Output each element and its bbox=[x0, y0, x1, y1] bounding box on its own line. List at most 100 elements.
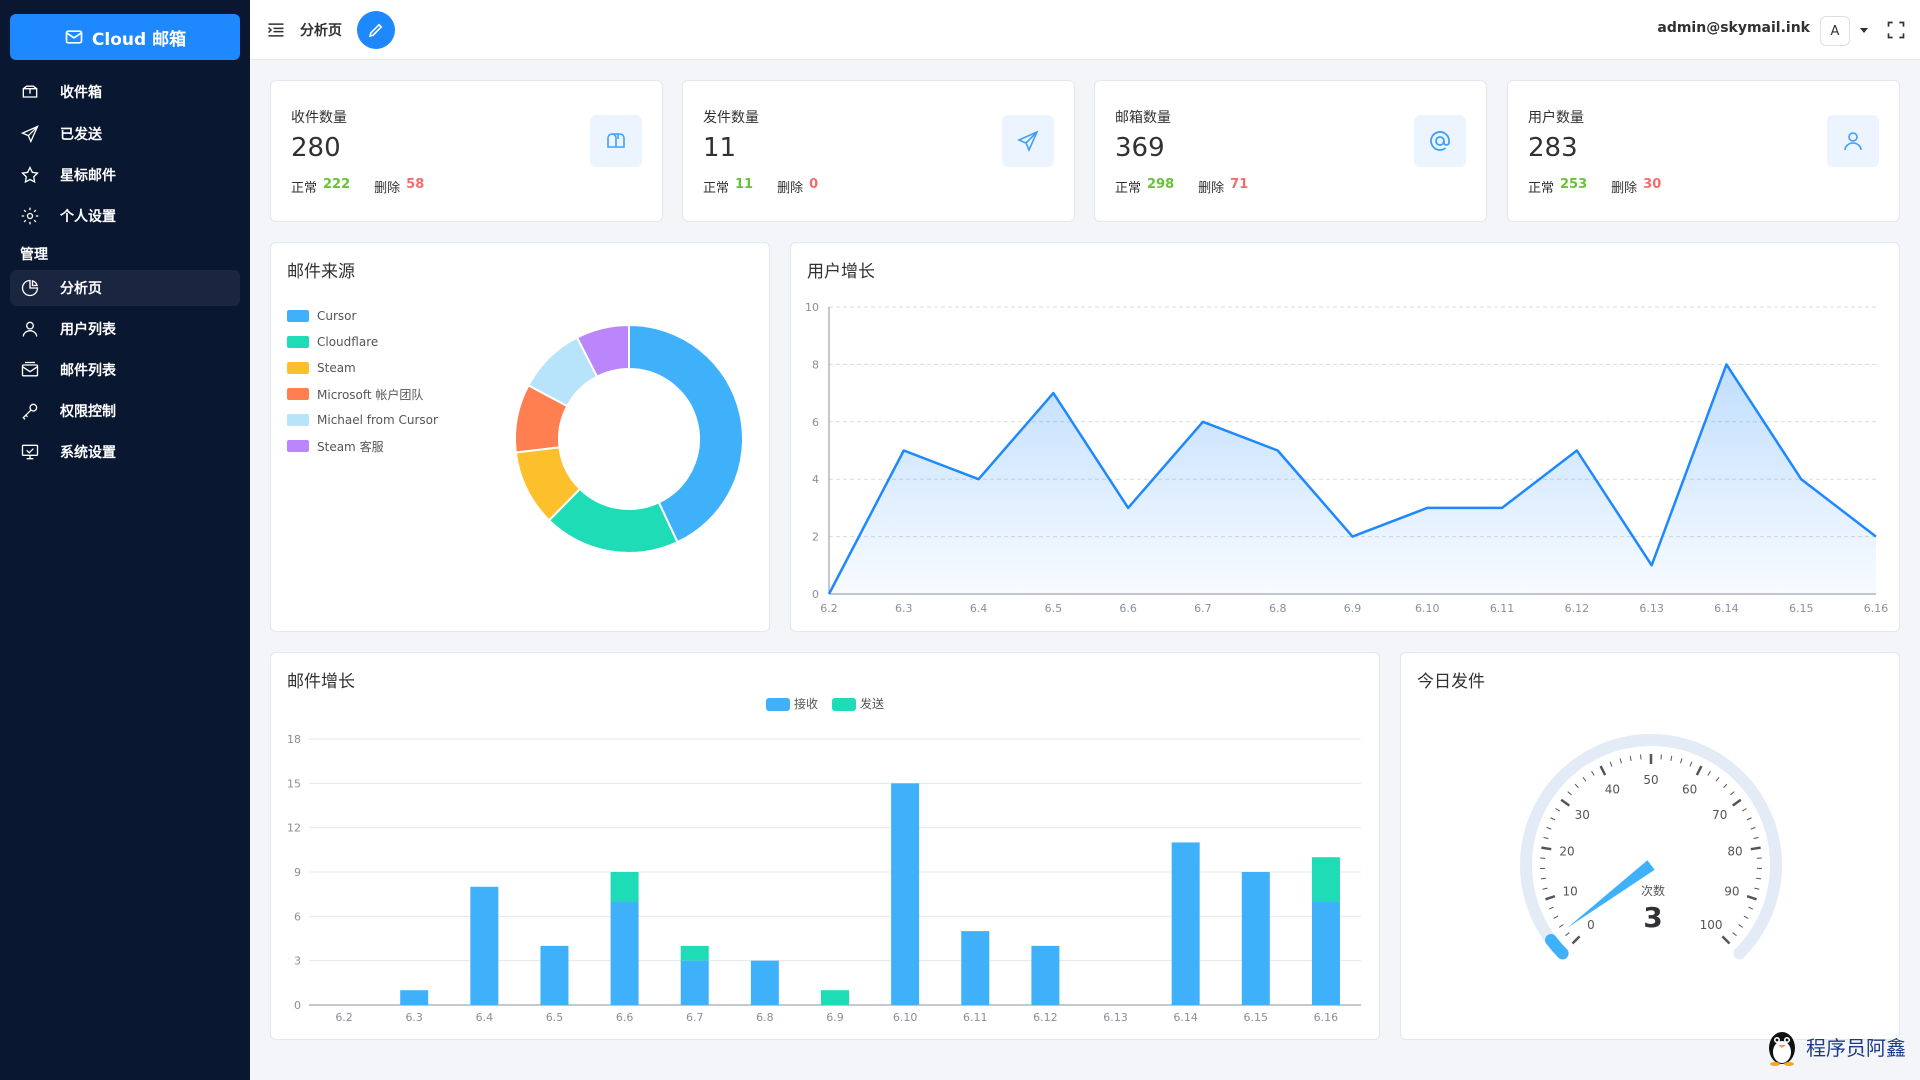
x-tick-label: 6.10 bbox=[1415, 602, 1440, 615]
stat-sub: 正常 298 删除 71 bbox=[1115, 177, 1248, 196]
x-tick-label: 6.6 bbox=[1119, 602, 1137, 615]
bar-received[interactable] bbox=[470, 886, 499, 1005]
deleted-count: 71 bbox=[1230, 177, 1249, 192]
bar-sent[interactable] bbox=[680, 945, 709, 961]
gauge-tick bbox=[1582, 776, 1587, 782]
bar-received[interactable] bbox=[1171, 842, 1200, 1005]
y-tick-label: 15 bbox=[287, 777, 301, 790]
gauge-label: 次数 bbox=[1641, 883, 1665, 898]
bar-received[interactable] bbox=[1241, 872, 1270, 1005]
bar-received[interactable] bbox=[1311, 901, 1340, 1005]
sidebar-item-settings[interactable]: 个人设置 bbox=[10, 198, 240, 234]
gauge-pointer bbox=[1567, 860, 1655, 929]
legend-item[interactable]: Cloudflare bbox=[287, 329, 438, 355]
area-fill bbox=[829, 364, 1876, 594]
y-tick-label: 4 bbox=[812, 473, 819, 486]
stat-sub: 正常 11 删除 0 bbox=[703, 177, 818, 196]
sidebar-item-users[interactable]: 用户列表 bbox=[10, 311, 240, 347]
donut-slice[interactable] bbox=[575, 323, 630, 379]
stat-card-mailboxes: 邮箱数量 369 正常 298 删除 71 bbox=[1094, 80, 1487, 222]
sidebar-item-system-settings[interactable]: 系统设置 bbox=[10, 434, 240, 470]
menu-fold-icon[interactable] bbox=[266, 20, 286, 40]
mail-growth-panel: 邮件增长 接收 发送 0 3 6 9 12 15 18 6.2 6.3 6.4 6.5 6.6 6.7 6… bbox=[270, 652, 1380, 1040]
bar-received[interactable] bbox=[400, 990, 429, 1005]
x-tick-label: 6.14 bbox=[1714, 602, 1739, 615]
gauge-tick bbox=[1542, 887, 1548, 890]
gauge-tick bbox=[1550, 817, 1556, 821]
y-tick-label: 6 bbox=[294, 910, 301, 923]
normal-label: 正常 bbox=[703, 181, 730, 196]
stat-icon-box bbox=[1414, 115, 1466, 167]
pencil-icon bbox=[368, 23, 383, 38]
panel-title: 邮件来源 bbox=[287, 262, 355, 282]
legend-item[interactable]: Michael from Cursor bbox=[287, 407, 438, 433]
sidebar-item-label: 已发送 bbox=[60, 127, 102, 143]
edit-button[interactable] bbox=[357, 11, 395, 49]
stat-card-sent: 发件数量 11 正常 11 删除 0 bbox=[682, 80, 1075, 222]
deleted-label: 删除 bbox=[374, 181, 401, 196]
bar-sent[interactable] bbox=[821, 990, 849, 1005]
stat-icon-box bbox=[1002, 115, 1054, 167]
bar-chart: 0 3 6 9 12 15 18 6.2 6.3 6.4 6.5 6.6 6.7 6.8 6.9 6.10 6.… bbox=[287, 733, 1361, 1024]
gauge-tick bbox=[1723, 783, 1728, 789]
sidebar-item-inbox[interactable]: 收件箱 bbox=[10, 74, 240, 110]
sidebar-item-analytics[interactable]: 分析页 bbox=[10, 270, 240, 306]
stat-title: 收件数量 bbox=[291, 110, 347, 126]
gauge-tick-label: 40 bbox=[1605, 782, 1620, 796]
stat-value: 369 bbox=[1115, 133, 1165, 163]
sidebar-item-sent[interactable]: 已发送 bbox=[10, 116, 240, 152]
user-icon bbox=[22, 321, 38, 337]
legend-label: Cursor bbox=[317, 309, 357, 323]
legend-item[interactable]: Steam 客服 bbox=[287, 433, 438, 459]
deleted-label: 删除 bbox=[1611, 181, 1638, 196]
legend-item[interactable]: Cursor bbox=[287, 303, 438, 329]
caret-down-icon[interactable] bbox=[1858, 24, 1870, 36]
donut-legend: Cursor Cloudflare Steam Microsoft 帐户团队 Micha… bbox=[287, 303, 438, 459]
bar-sent[interactable] bbox=[610, 872, 639, 902]
legend-item-sent[interactable]: 发送 bbox=[832, 695, 884, 712]
stat-card-received: 收件数量 280 正常 222 删除 58 bbox=[270, 80, 663, 222]
gauge-tick bbox=[1746, 817, 1752, 821]
sidebar-item-starred[interactable]: 星标邮件 bbox=[10, 157, 240, 193]
bar-received[interactable] bbox=[961, 931, 990, 1005]
legend-item-received[interactable]: 接收 bbox=[765, 695, 818, 712]
x-tick-label: 6.11 bbox=[963, 1011, 988, 1024]
bar-received[interactable] bbox=[680, 960, 709, 1005]
x-tick-label: 6.13 bbox=[1103, 1011, 1128, 1024]
mail-icon bbox=[65, 30, 83, 44]
sidebar-item-mail-list[interactable]: 邮件列表 bbox=[10, 352, 240, 388]
legend-swatch bbox=[287, 388, 309, 400]
sidebar-item-permissions[interactable]: 权限控制 bbox=[10, 393, 240, 429]
gauge-tick bbox=[1574, 783, 1579, 789]
x-tick-label: 6.16 bbox=[1864, 602, 1889, 615]
x-tick-label: 6.2 bbox=[820, 602, 838, 615]
bar-received[interactable] bbox=[540, 945, 569, 1005]
gauge-tick bbox=[1540, 877, 1546, 880]
gauge-tick bbox=[1731, 798, 1742, 807]
bar-received[interactable] bbox=[1031, 945, 1060, 1005]
legend-item[interactable]: Steam bbox=[287, 355, 438, 381]
bar-sent[interactable] bbox=[1311, 857, 1340, 902]
star-icon bbox=[21, 165, 39, 184]
sidebar-item-label: 收件箱 bbox=[60, 85, 102, 101]
gear-icon bbox=[21, 207, 39, 225]
bar-received[interactable] bbox=[891, 783, 920, 1005]
donut-slice[interactable] bbox=[628, 323, 744, 544]
gauge-tick bbox=[1619, 758, 1622, 764]
gauge-tick bbox=[1754, 887, 1760, 890]
y-tick-label: 0 bbox=[812, 588, 819, 601]
x-tick-label: 6.5 bbox=[546, 1011, 564, 1024]
fullscreen-icon[interactable] bbox=[1886, 20, 1906, 40]
avatar[interactable]: A bbox=[1820, 16, 1850, 46]
bar-received[interactable] bbox=[750, 960, 779, 1005]
brand-button[interactable]: Cloud 邮箱 bbox=[10, 14, 240, 60]
x-tick-label: 6.3 bbox=[405, 1011, 423, 1024]
user-email[interactable]: admin@skymail.ink bbox=[1657, 20, 1810, 36]
gauge-tick-label: 100 bbox=[1700, 918, 1723, 932]
line-chart: 0 2 4 6 8 10 6.2 6.3 6.4 6.5 6.6 6.7 6.8 6.9 6.10 6.11 6… bbox=[805, 301, 1889, 615]
deleted-count: 0 bbox=[809, 177, 819, 192]
gauge-tick bbox=[1753, 836, 1759, 840]
bar-received[interactable] bbox=[610, 901, 639, 1005]
gauge-tick-label: 10 bbox=[1563, 884, 1578, 898]
legend-item[interactable]: Microsoft 帐户团队 bbox=[287, 381, 438, 407]
